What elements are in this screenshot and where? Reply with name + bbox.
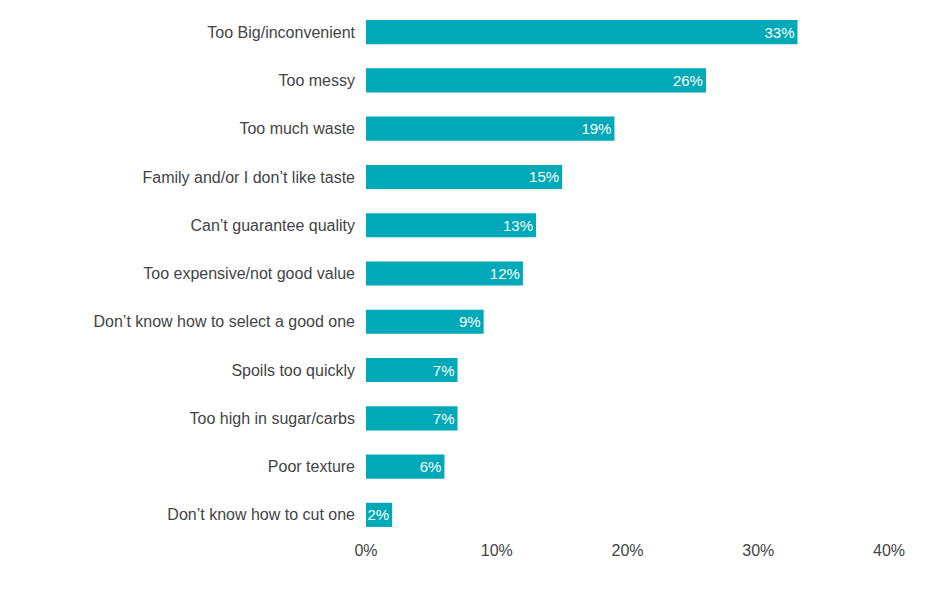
svg-text:Too high in sugar/carbs: Too high in sugar/carbs: [190, 410, 355, 427]
svg-text:15%: 15%: [529, 168, 559, 185]
svg-text:Family and/or I don’t like tas: Family and/or I don’t like taste: [142, 169, 355, 186]
svg-text:2%: 2%: [367, 506, 389, 523]
svg-text:Poor texture: Poor texture: [268, 458, 355, 475]
svg-text:6%: 6%: [420, 458, 442, 475]
svg-text:Don’t know how to cut one: Don’t know how to cut one: [167, 506, 355, 523]
svg-text:33%: 33%: [764, 24, 794, 41]
svg-text:9%: 9%: [459, 313, 481, 330]
svg-text:Too expensive/not good value: Too expensive/not good value: [143, 265, 355, 282]
svg-text:7%: 7%: [433, 410, 455, 427]
svg-text:20%: 20%: [611, 542, 643, 559]
svg-text:30%: 30%: [742, 542, 774, 559]
svg-text:26%: 26%: [673, 72, 703, 89]
svg-text:Spoils too quickly: Spoils too quickly: [231, 362, 355, 379]
svg-text:40%: 40%: [873, 542, 905, 559]
svg-text:Too Big/inconvenient: Too Big/inconvenient: [207, 24, 355, 41]
svg-text:Can’t guarantee quality: Can’t guarantee quality: [190, 217, 355, 234]
svg-text:13%: 13%: [503, 217, 533, 234]
svg-text:Too messy: Too messy: [279, 72, 355, 89]
svg-text:Too much waste: Too much waste: [239, 120, 355, 137]
svg-text:10%: 10%: [481, 542, 513, 559]
svg-text:0%: 0%: [354, 542, 377, 559]
svg-text:12%: 12%: [490, 265, 520, 282]
svg-text:7%: 7%: [433, 362, 455, 379]
svg-text:Don’t know how to select a goo: Don’t know how to select a good one: [94, 313, 356, 330]
svg-text:19%: 19%: [581, 120, 611, 137]
